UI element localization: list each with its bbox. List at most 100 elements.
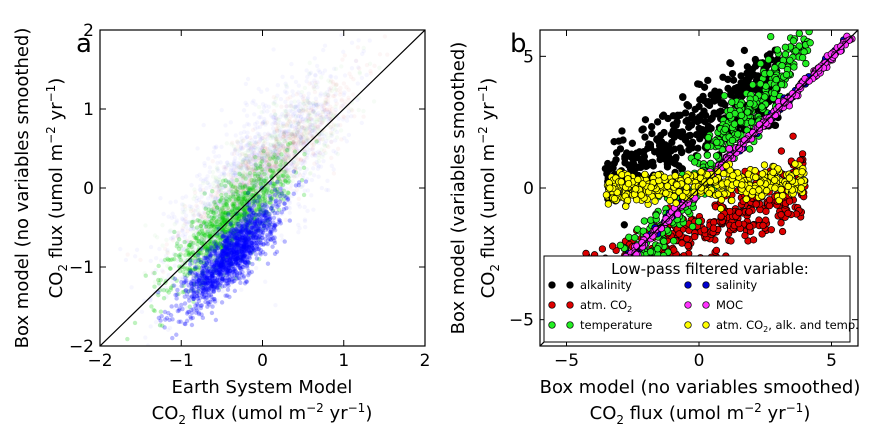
panel-a-point-green [242, 199, 247, 205]
panel-a-point-green [200, 271, 205, 276]
panel-a-point-green [238, 257, 243, 263]
panel-a-point-green [255, 165, 261, 171]
panel-a-point-green [231, 224, 236, 229]
panel-a-point-faint [160, 223, 164, 227]
panel-a-point-faint [229, 162, 233, 166]
panel-a-point-green [228, 218, 233, 223]
panel-a-point-green [210, 223, 216, 229]
panel-a-point-green [239, 201, 245, 206]
panel-a-point-green [205, 210, 211, 216]
panel-a-point-green [252, 197, 258, 203]
panel-a-point-faint [257, 140, 261, 144]
panel-a-point-green [270, 208, 276, 213]
panel-a-point-green [209, 246, 215, 251]
panel-a-point-green [221, 244, 226, 249]
panel-a-point-green [242, 206, 247, 212]
panel-a-point-green [221, 205, 226, 210]
panel-a-point-green [230, 209, 236, 215]
panel-a-point-green [164, 288, 170, 293]
panel-a-point-green [252, 173, 258, 179]
panel-a-point-green [260, 196, 266, 202]
panel-a-point-green [237, 211, 243, 217]
panel-a-point-faint [351, 92, 355, 96]
panel-a-point-green [211, 248, 217, 253]
panel-a-point-green [218, 222, 223, 228]
panel-a-point-green [242, 224, 247, 229]
panel-a-point-green [237, 202, 243, 208]
panel-a-point-faint [316, 124, 320, 128]
panel-a-point-blue [257, 220, 263, 225]
panel-a-point-faint [338, 92, 342, 96]
panel-a-point-green [279, 152, 284, 157]
panel-a-point-green [218, 219, 224, 225]
panel-a-point-faint [233, 148, 237, 152]
panel-a-point-faint [329, 140, 333, 144]
panel-a-point-green [211, 266, 216, 271]
panel-a-point-green [257, 200, 263, 205]
panel-a-point-green [244, 211, 249, 216]
panel-a-point-green [207, 231, 213, 236]
panel-a-point-green [219, 211, 224, 216]
panel-a-point-green [234, 228, 240, 233]
panel-a-point-blue [233, 268, 238, 274]
panel-a-point-green [199, 228, 205, 233]
panel-a-point-green [229, 182, 234, 187]
panel-a-point-faint [288, 186, 292, 190]
panel-a-point-blue [194, 265, 199, 270]
panel-a-point-blue [176, 319, 182, 325]
panel-a-point-faint [230, 141, 234, 145]
panel-a-point-green [187, 267, 192, 273]
panel-a-point-green [292, 149, 298, 154]
panel-a-point-green [227, 228, 232, 234]
panel-a-point-green [160, 323, 165, 328]
panel-a-point-faint [154, 320, 158, 324]
panel-a-point-green [237, 231, 242, 236]
panel-a-point-blue [220, 277, 226, 283]
panel-a-point-faint [242, 108, 246, 112]
panel-a-point-faint [124, 258, 128, 262]
panel-a-point-green [234, 214, 240, 220]
panel-a-point-green [219, 182, 224, 187]
panel-a-point-faint [129, 285, 133, 289]
panel-a-point-green [250, 200, 255, 205]
panel-a-point-faint [260, 121, 264, 125]
panel-a-point-green [225, 211, 230, 216]
panel-a-point-green [246, 190, 251, 196]
panel-a-point-faint [248, 159, 252, 163]
panel-a-point-green [196, 267, 201, 273]
panel-a-point-green [205, 229, 210, 234]
panel-a-point-green [234, 234, 240, 239]
panel-a-point-green [253, 166, 259, 171]
panel-a-point-green [198, 223, 204, 229]
panel-a-point-green [220, 214, 225, 219]
panel-a-point-faint [209, 193, 213, 197]
panel-a-point-green [261, 193, 266, 198]
panel-a-point-blue [273, 201, 279, 206]
panel-a-point-faint [189, 183, 193, 187]
panel-a-point-green [213, 248, 218, 253]
panel-a-point-faint [385, 52, 389, 56]
panel-a-point-faint [253, 122, 257, 126]
panel-a-point-green [209, 222, 215, 227]
panel-a-point-green [243, 192, 248, 198]
panel-a-point-green [265, 217, 270, 223]
panel-a-point-green [240, 214, 246, 219]
panel-a-point-green [196, 264, 201, 270]
panel-a-point-green [244, 216, 249, 221]
panel-a-point-green [223, 244, 228, 249]
panel-a-point-green [206, 252, 211, 258]
panel-a-point-green [237, 213, 242, 218]
panel-a-point-green [230, 184, 236, 189]
panel-a-point-green [257, 236, 262, 242]
panel-a-point-green [265, 200, 270, 205]
panel-a-point-green [205, 246, 211, 251]
panel-a-point-green [211, 224, 217, 229]
panel-a-point-blue [227, 258, 232, 263]
panel-a-point-green [280, 182, 286, 188]
panel-a-point-green [219, 246, 224, 252]
panel-a-point-green [225, 227, 231, 232]
panel-a-point-green [271, 181, 276, 187]
panel-a-point-green [217, 222, 222, 227]
panel-a-point-green [194, 225, 200, 230]
